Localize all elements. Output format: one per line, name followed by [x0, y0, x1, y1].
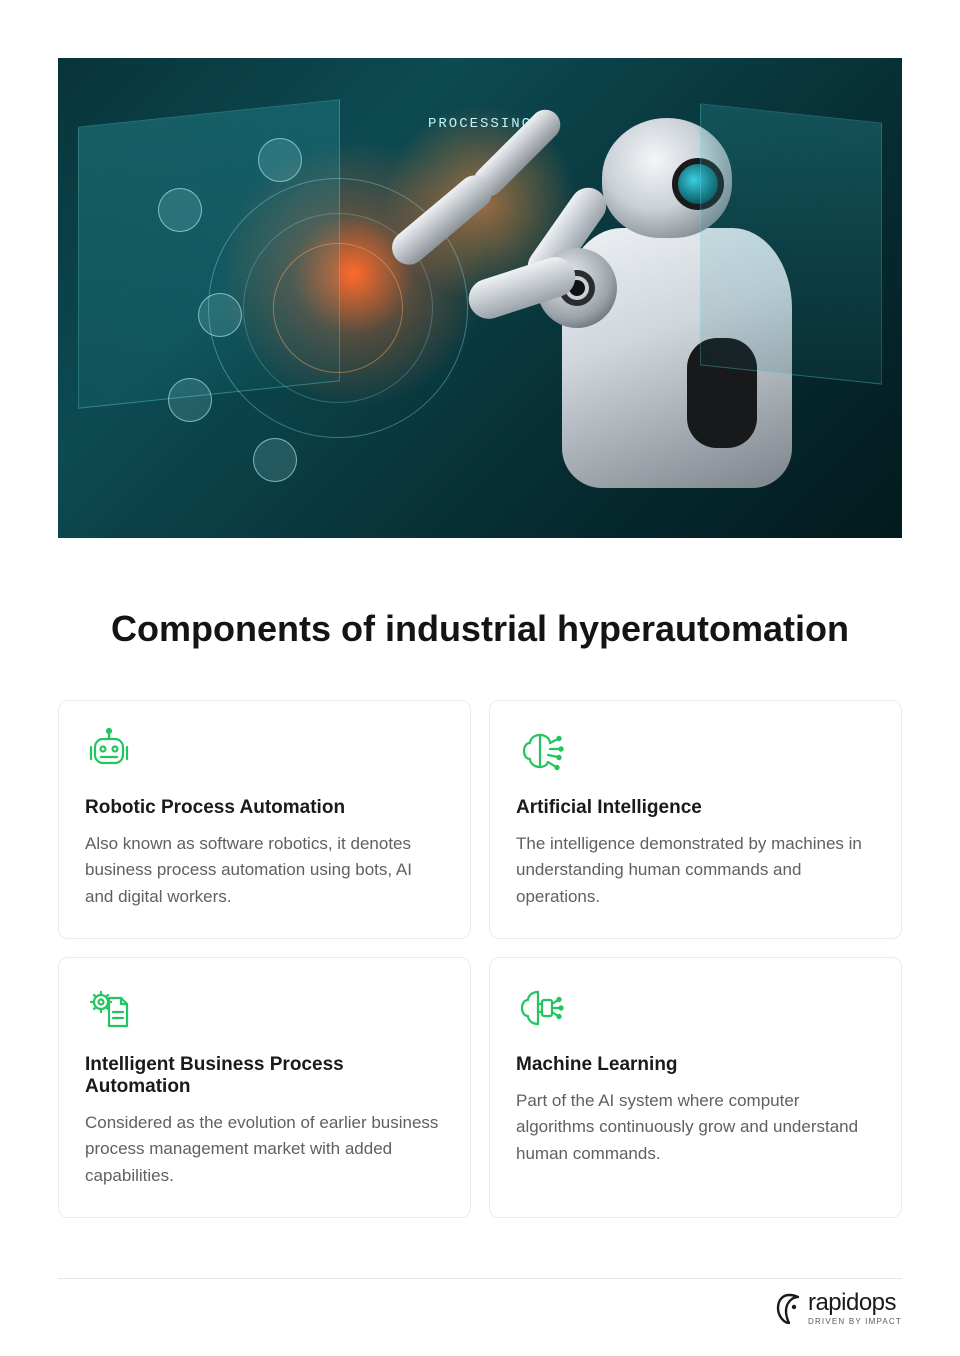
brand-tagline: DRIVEN BY IMPACT — [808, 1318, 902, 1326]
card-ibpa: Intelligent Business Process Automation … — [58, 957, 471, 1218]
card-rpa: Robotic Process Automation Also known as… — [58, 700, 471, 939]
robot-icon — [85, 727, 133, 775]
holo-ring — [273, 243, 403, 373]
gear-doc-icon — [85, 984, 133, 1032]
card-title: Machine Learning — [516, 1054, 875, 1076]
card-ai: Artificial Intelligence The intelligence… — [489, 700, 902, 939]
card-body: Also known as software robotics, it deno… — [85, 831, 444, 910]
page-title: Components of industrial hyperautomation — [58, 608, 902, 650]
card-title: Artificial Intelligence — [516, 797, 875, 819]
hero-image: PROCESSING — [58, 58, 902, 538]
card-title: Intelligent Business Process Automation — [85, 1054, 444, 1098]
holo-node-icon — [198, 293, 242, 337]
brand-name: rapidops — [808, 1291, 902, 1315]
robot-illustration — [442, 108, 802, 538]
brain-icon — [516, 727, 564, 775]
footer: rapidops DRIVEN BY IMPACT — [58, 1278, 902, 1326]
card-body: Part of the AI system where computer alg… — [516, 1088, 875, 1167]
cards-grid: Robotic Process Automation Also known as… — [58, 700, 902, 1218]
holo-node-icon — [253, 438, 297, 482]
infographic-page: PROCESSING Components of industrial hype… — [0, 0, 960, 1356]
card-ml: Machine Learning Part of the AI system w… — [489, 957, 902, 1218]
brand-logo: rapidops DRIVEN BY IMPACT — [776, 1291, 902, 1326]
brain-circuit-icon — [516, 984, 564, 1032]
holo-node-icon — [258, 138, 302, 182]
holo-node-icon — [158, 188, 202, 232]
holo-node-icon — [168, 378, 212, 422]
card-title: Robotic Process Automation — [85, 797, 444, 819]
rapidops-mark-icon — [776, 1293, 802, 1325]
card-body: Considered as the evolution of earlier b… — [85, 1110, 444, 1189]
card-body: The intelligence demonstrated by machine… — [516, 831, 875, 910]
